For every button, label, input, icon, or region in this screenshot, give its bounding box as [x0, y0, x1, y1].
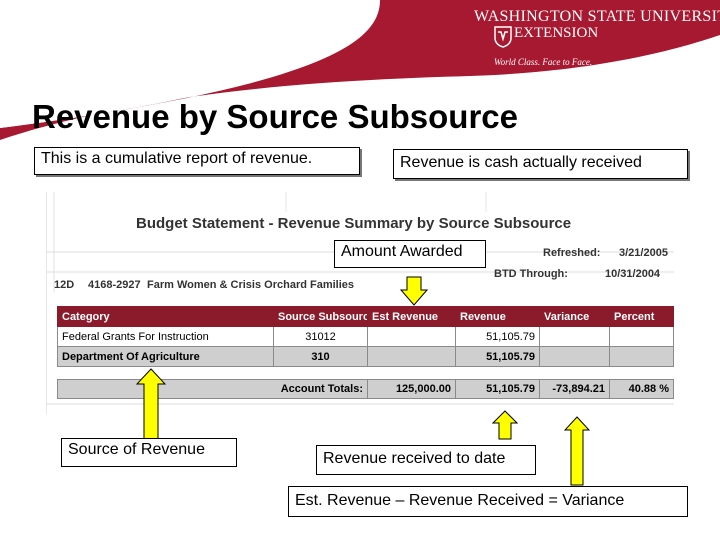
column-header-category: Category — [57, 306, 274, 327]
wsu-cougar-logo-icon — [494, 26, 512, 48]
slide-title: Revenue by Source Subsource — [32, 98, 518, 135]
cell-revenue: 51,105.79 — [455, 326, 540, 347]
cell-percent — [609, 346, 674, 367]
arrow-down-icon — [400, 276, 428, 306]
table-row: Department Of Agriculture 310 51,105.79 — [57, 346, 674, 367]
cell-variance — [539, 326, 610, 347]
refreshed-value: 3/21/2005 — [619, 247, 668, 259]
totals-variance: -73,894.21 — [539, 379, 610, 399]
callout-source-of-revenue: Source of Revenue — [61, 438, 237, 467]
callout-variance-formula: Est. Revenue – Revenue Received = Varian… — [288, 486, 688, 517]
callout-cumulative: This is a cumulative report of revenue. — [34, 147, 360, 175]
cell-variance — [539, 346, 610, 367]
account-code: 12D — [54, 279, 75, 291]
totals-label: Account Totals: — [57, 379, 368, 399]
report-title: Budget Statement - Revenue Summary by So… — [136, 215, 572, 232]
callout-amount-awarded: Amount Awarded — [334, 240, 486, 268]
arrow-up-icon — [136, 368, 166, 440]
revenue-table: Category Source Subsource Est Revenue Re… — [57, 306, 674, 399]
btd-label: BTD Through: — [494, 268, 568, 280]
column-header-variance: Variance — [539, 306, 610, 327]
cell-est-revenue — [367, 346, 456, 367]
totals-percent: 40.88 % — [609, 379, 674, 399]
column-header-est-revenue: Est Revenue — [367, 306, 456, 327]
cell-est-revenue — [367, 326, 456, 347]
crimson-band — [0, 0, 720, 140]
table-totals-row: Account Totals: 125,000.00 51,105.79 -73… — [57, 379, 674, 399]
column-header-percent: Percent — [609, 306, 674, 327]
btd-value: 10/31/2004 — [605, 268, 661, 280]
cell-category: Department Of Agriculture — [57, 346, 274, 367]
arrow-up-icon — [564, 416, 590, 486]
callout-cash-received: Revenue is cash actually received — [393, 149, 688, 179]
callout-revenue-received-to-date: Revenue received to date — [316, 445, 536, 475]
column-header-revenue: Revenue — [455, 306, 540, 327]
column-header-source-subsource: Source Subsource — [273, 306, 368, 327]
cell-category: Federal Grants For Instruction — [57, 326, 274, 347]
account-number: 4168-2927 — [88, 279, 141, 291]
table-header-row: Category Source Subsource Est Revenue Re… — [57, 306, 674, 327]
arrow-up-icon — [492, 410, 518, 440]
header-swoosh — [0, 0, 720, 150]
logo-university-name: WASHINGTON STATE UNIVERSITY — [474, 8, 720, 25]
cell-percent — [609, 326, 674, 347]
account-name: Farm Women & Crisis Orchard Families — [147, 279, 355, 291]
budget-statement-report: Budget Statement - Revenue Summary by So… — [46, 192, 674, 414]
table-row: Federal Grants For Instruction 31012 51,… — [57, 326, 674, 347]
cell-revenue: 51,105.79 — [455, 346, 540, 367]
refreshed-label: Refreshed: — [543, 247, 601, 259]
cell-source-subsource: 310 — [273, 346, 368, 367]
cell-source-subsource: 31012 — [273, 326, 368, 347]
logo-extension: EXTENSION — [514, 25, 599, 41]
totals-est-revenue: 125,000.00 — [367, 379, 456, 399]
logo-tagline: World Class. Face to Face. — [494, 57, 593, 67]
totals-revenue: 51,105.79 — [455, 379, 540, 399]
